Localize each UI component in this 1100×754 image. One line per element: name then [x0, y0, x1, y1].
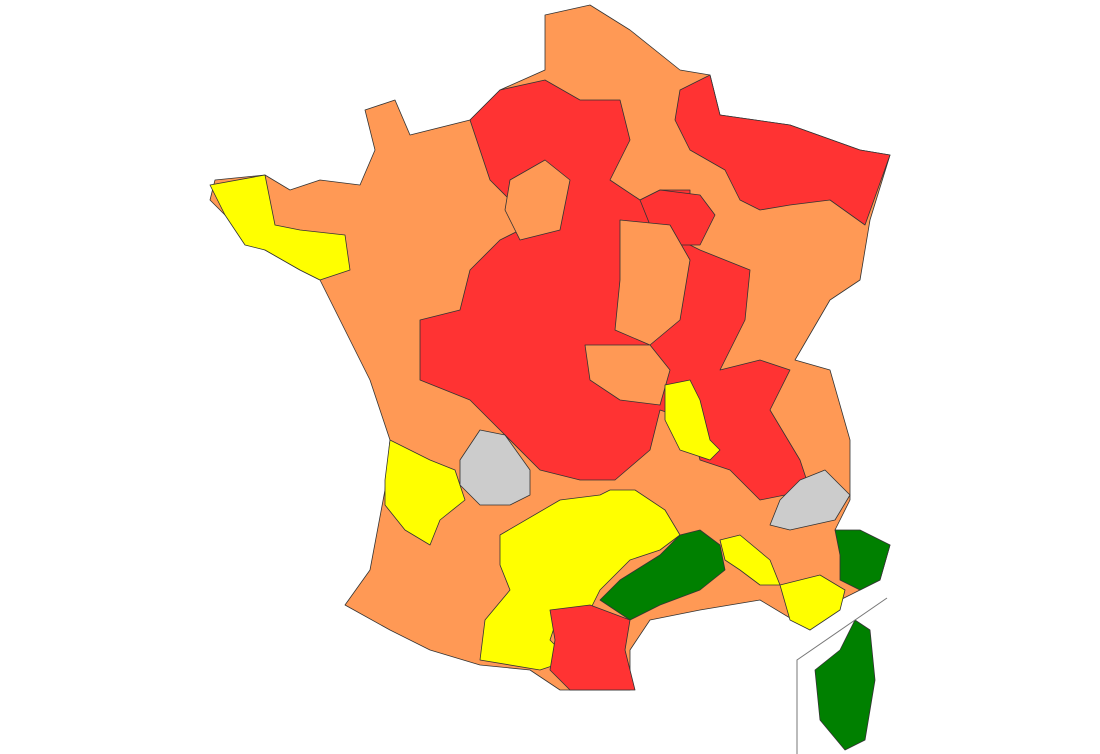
region-rhone [664, 379, 721, 461]
region-hautes-alpes [769, 469, 851, 531]
region-south-west [479, 489, 681, 671]
region-alpes-maritimes [834, 529, 891, 591]
department-regions [209, 4, 891, 751]
region-north-east [674, 74, 891, 226]
region-paris-west [504, 159, 571, 241]
region-languedoc [599, 529, 726, 621]
region-gironde [384, 439, 466, 546]
region-auvergne-north [584, 344, 671, 406]
region-pyrenees-east [549, 604, 636, 691]
region-var [779, 574, 846, 631]
region-dordogne [459, 429, 531, 506]
region-burgundy-center [614, 219, 691, 346]
corsica-inset-frame [796, 597, 888, 754]
region-brittany-west [209, 174, 351, 281]
region-corsica [814, 619, 876, 751]
region-vaucluse [719, 534, 781, 586]
